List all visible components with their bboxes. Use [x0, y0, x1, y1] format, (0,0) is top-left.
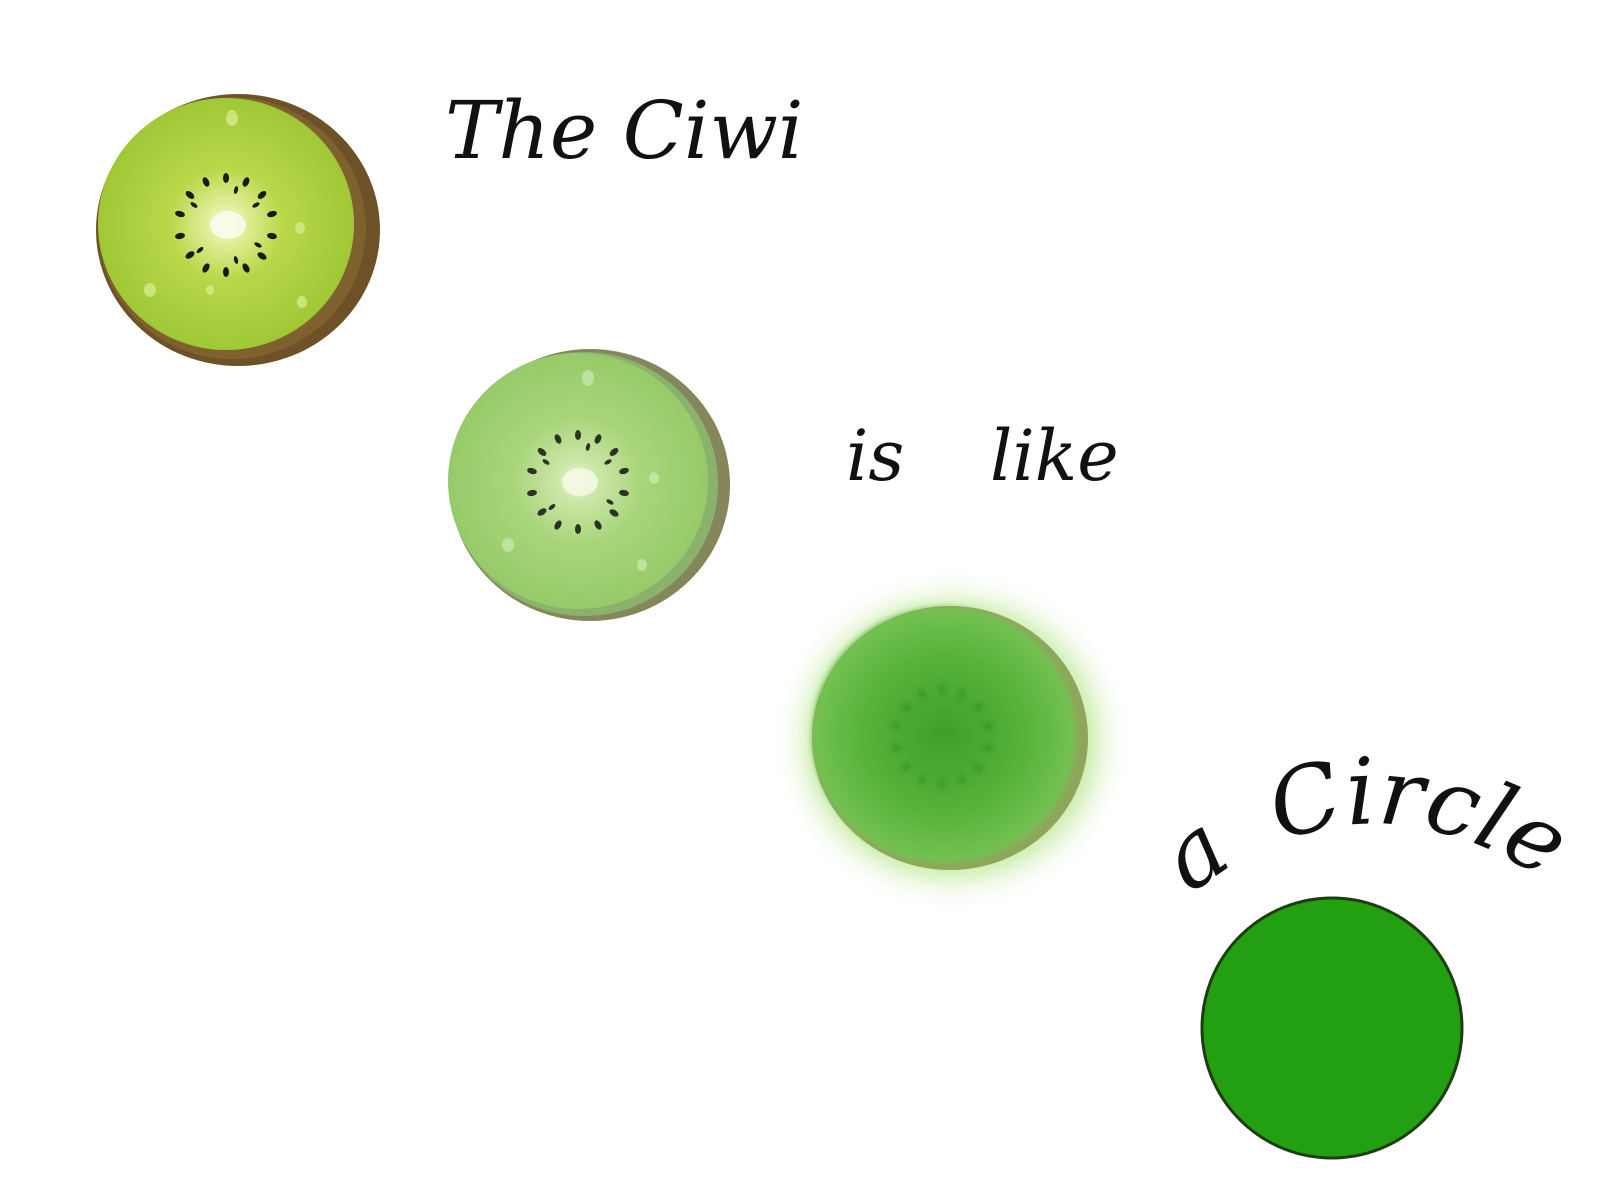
word-circle: Circle [1258, 738, 1587, 898]
green-circle-icon [1200, 896, 1464, 1160]
kiwi-slice-faded-icon [448, 349, 730, 621]
word-like: like [990, 415, 1119, 497]
word-is: is [846, 415, 904, 497]
circle-arc-text: a Circle [1141, 738, 1587, 912]
title-text: The Ciwi [445, 84, 804, 177]
kiwi-slice-blurred-icon [804, 600, 1100, 880]
word-a: a [1141, 793, 1247, 912]
kiwi-slice-icon [96, 94, 380, 366]
